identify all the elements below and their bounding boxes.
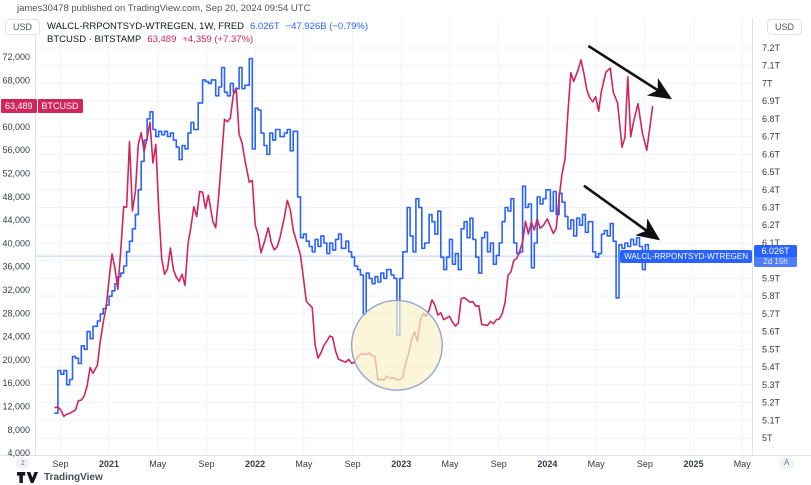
svg-text:24,000: 24,000 [2, 332, 30, 342]
compare-series-change: +4,359 (+7.37%) [182, 34, 254, 45]
svg-text:2024: 2024 [537, 459, 557, 469]
svg-text:68,000: 68,000 [2, 75, 30, 85]
svg-text:44,000: 44,000 [2, 215, 30, 225]
main-series-change: −47.926B (−0.79%) [285, 21, 369, 32]
svg-text:Sep: Sep [491, 459, 507, 469]
svg-text:May: May [441, 459, 459, 469]
btcusd-line [54, 59, 654, 418]
tradingview-logo [17, 471, 39, 483]
svg-text:72,000: 72,000 [2, 52, 30, 62]
svg-text:Sep: Sep [637, 459, 653, 469]
legend: WALCL-RRPONTSYD-WTREGEN, 1W, FRED 6.026T −… [47, 20, 368, 46]
legend-row-main[interactable]: WALCL-RRPONTSYD-WTREGEN, 1W, FRED 6.026T −… [47, 20, 368, 33]
svg-text:Sep: Sep [345, 459, 361, 469]
svg-text:5.5T: 5.5T [762, 344, 781, 354]
svg-text:20,000: 20,000 [2, 355, 30, 365]
svg-text:7.1T: 7.1T [762, 61, 781, 71]
svg-text:52,000: 52,000 [2, 169, 30, 179]
btc-price-value: 63,489 [1, 98, 37, 113]
svg-text:36,000: 36,000 [2, 262, 30, 272]
svg-text:6.1T: 6.1T [762, 238, 781, 248]
svg-text:56,000: 56,000 [2, 145, 30, 155]
svg-text:5.3T: 5.3T [762, 380, 781, 390]
svg-text:5.6T: 5.6T [762, 327, 781, 337]
svg-text:May: May [588, 459, 606, 469]
series-name-tag: WALCL-RRPONTSYD-WTREGEN [620, 249, 752, 263]
trend-arrow-2 [583, 184, 661, 241]
footer: TradingView [17, 469, 103, 485]
svg-text:6.8T: 6.8T [762, 114, 781, 124]
svg-text:5.4T: 5.4T [762, 362, 781, 372]
trend-arrow-1 [587, 44, 672, 100]
btc-price-badge: 63,489 BTCUSD [1, 98, 83, 113]
fred-price-badge: 6.026T 2d 15h [754, 245, 797, 268]
brand-name: TradingView [44, 471, 103, 483]
svg-text:12,000: 12,000 [2, 401, 30, 411]
auto-scale-button[interactable]: A [779, 457, 795, 469]
svg-text:40,000: 40,000 [2, 238, 30, 248]
svg-text:6.2T: 6.2T [762, 220, 781, 230]
left-axis-currency-button[interactable]: USD [5, 19, 41, 35]
svg-text:5.9T: 5.9T [762, 273, 781, 283]
svg-text:8,000: 8,000 [7, 425, 30, 435]
fred-price-value: 6.026T [761, 246, 790, 257]
legend-row-compare[interactable]: BTCUSD · BITSTAMP 63,489 +4,359 (+7.37%) [47, 33, 368, 46]
svg-text:5.7T: 5.7T [762, 309, 781, 319]
svg-text:2022: 2022 [245, 459, 265, 469]
svg-text:5.1T: 5.1T [762, 415, 781, 425]
bar-countdown: 2d 15h [754, 257, 797, 268]
svg-text:28,000: 28,000 [2, 308, 30, 318]
svg-text:5T: 5T [762, 433, 773, 443]
compare-series-value: 63,489 [147, 34, 177, 45]
svg-text:May: May [149, 459, 167, 469]
svg-text:7.2T: 7.2T [762, 43, 781, 53]
svg-text:6.5T: 6.5T [762, 167, 781, 177]
btc-symbol-tag: BTCUSD [37, 98, 83, 113]
svg-text:May: May [734, 459, 752, 469]
svg-text:May: May [295, 459, 313, 469]
main-series-title: WALCL-RRPONTSYD-WTREGEN, 1W, FRED [47, 21, 245, 32]
svg-text:5.2T: 5.2T [762, 398, 781, 408]
svg-text:6.6T: 6.6T [762, 149, 781, 159]
svg-text:6.3T: 6.3T [762, 203, 781, 213]
svg-text:5.8T: 5.8T [762, 291, 781, 301]
svg-text:60,000: 60,000 [2, 122, 30, 132]
svg-text:6.7T: 6.7T [762, 132, 781, 142]
svg-text:4,000: 4,000 [7, 448, 30, 458]
walcl-rrpontsyd-wtregen-line [54, 57, 652, 414]
svg-text:48,000: 48,000 [2, 192, 30, 202]
svg-text:2023: 2023 [391, 459, 411, 469]
svg-text:16,000: 16,000 [2, 378, 30, 388]
svg-text:Sep: Sep [199, 459, 215, 469]
main-series-value: 6.026T [250, 21, 280, 32]
svg-text:6.9T: 6.9T [762, 96, 781, 106]
publish-info: james30478 published on TradingView.com,… [17, 3, 311, 14]
timezone-button[interactable]: z [16, 457, 30, 469]
highlight-circle [350, 299, 443, 391]
compare-series-title: BTCUSD · BITSTAMP [47, 34, 142, 45]
svg-text:2025: 2025 [684, 459, 704, 469]
svg-text:32,000: 32,000 [2, 285, 30, 295]
svg-text:7T: 7T [762, 78, 773, 88]
right-axis-currency-button[interactable]: USD [766, 19, 802, 35]
svg-text:6.4T: 6.4T [762, 185, 781, 195]
svg-text:Sep: Sep [52, 459, 68, 469]
svg-text:2021: 2021 [99, 459, 119, 469]
